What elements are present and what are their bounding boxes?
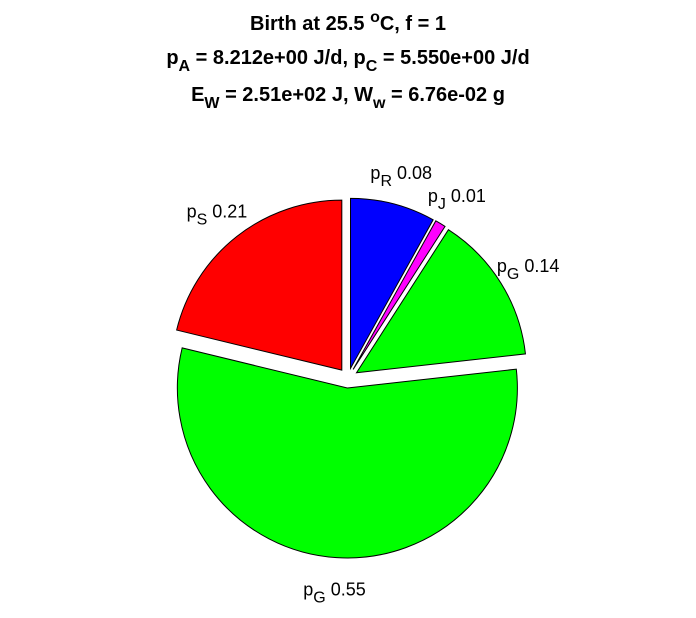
- chart-title: Birth at 25.5 oC, f = 1: [250, 9, 446, 35]
- pie-slice: [350, 197, 434, 371]
- value-label: 0.55: [326, 580, 366, 600]
- slice-label: pR 0.08: [370, 163, 432, 190]
- value-label: 0.01: [446, 186, 486, 206]
- slice-label: pJ 0.01: [428, 186, 486, 213]
- pie-slice: [176, 199, 343, 371]
- text-run: = 2.51e+02 J, W: [220, 84, 374, 106]
- text-run: p: [166, 47, 178, 69]
- value-label: 0.21: [207, 201, 247, 221]
- text-run: = 5.550e+00 J/d: [377, 47, 529, 69]
- value-label: 0.08: [392, 163, 432, 183]
- text-run: A: [179, 58, 191, 75]
- pie-slice: [352, 220, 446, 370]
- slice-label: pG 0.14: [497, 256, 560, 283]
- text-run: C: [366, 58, 378, 75]
- text-run: E: [191, 84, 204, 106]
- text-run: J: [438, 196, 446, 213]
- pie-slice: [176, 347, 518, 559]
- text-run: = 6.76e-02 g: [385, 84, 505, 106]
- chart-title: EW = 2.51e+02 J, Ww = 6.76e-02 g: [191, 84, 505, 112]
- value-label: 0.14: [519, 256, 559, 276]
- text-run: G: [507, 266, 519, 283]
- slice-label: pS 0.21: [187, 201, 248, 228]
- slice-label: pG 0.55: [303, 580, 366, 607]
- text-run: p: [370, 163, 380, 183]
- text-run: S: [197, 211, 208, 228]
- text-run: p: [428, 186, 438, 206]
- pie-slice: [355, 229, 527, 374]
- text-run: C, f = 1: [380, 13, 446, 35]
- text-run: p: [303, 580, 313, 600]
- chart-title: pA = 8.212e+00 J/d, pC = 5.550e+00 J/d: [166, 47, 529, 75]
- text-run: p: [187, 201, 197, 221]
- text-run: p: [497, 256, 507, 276]
- text-run: R: [380, 173, 392, 190]
- text-run: o: [370, 9, 380, 26]
- text-run: W: [204, 95, 220, 112]
- text-run: Birth at 25.5: [250, 13, 370, 35]
- text-run: w: [372, 95, 386, 112]
- text-run: = 8.212e+00 J/d, p: [190, 47, 366, 69]
- text-run: G: [313, 590, 325, 607]
